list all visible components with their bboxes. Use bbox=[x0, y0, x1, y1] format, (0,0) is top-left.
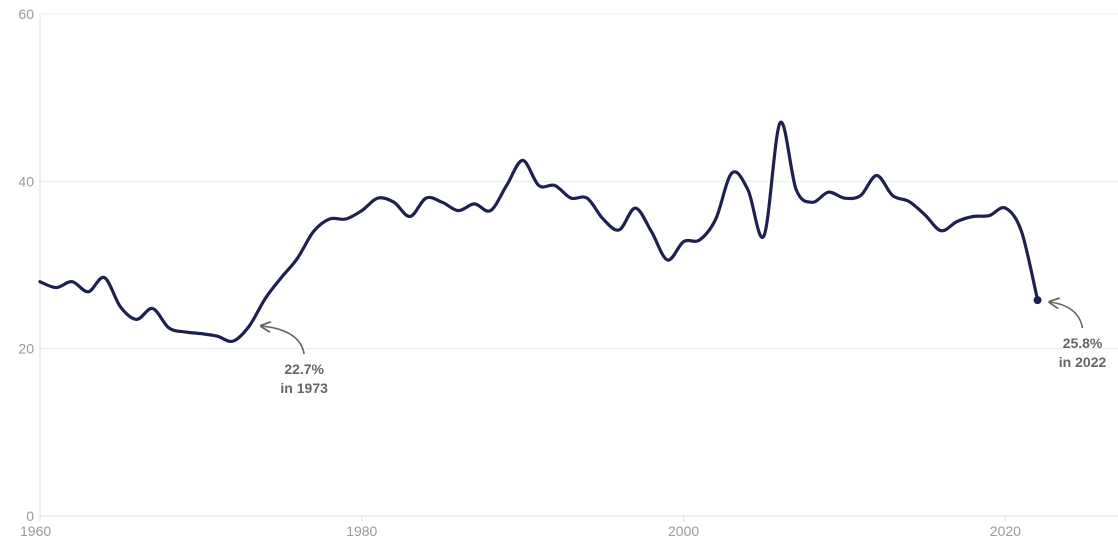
x-tick-label: 2000 bbox=[668, 523, 699, 539]
annotation-year: in 2022 bbox=[1059, 354, 1107, 370]
x-tick-label: 1960 bbox=[20, 523, 51, 539]
axes bbox=[39, 14, 1118, 521]
annotation-value: 25.8% bbox=[1063, 335, 1103, 351]
series-line bbox=[38, 120, 1040, 344]
x-tick-label: 1980 bbox=[346, 523, 377, 539]
x-tick-label: 2020 bbox=[990, 523, 1021, 539]
annotation-year: in 1973 bbox=[280, 380, 328, 396]
annotation-arrow bbox=[1051, 302, 1084, 329]
gridlines bbox=[40, 13, 1118, 350]
y-tick-label: 60 bbox=[18, 6, 34, 22]
annotation-arrow bbox=[262, 326, 305, 355]
tick-labels: 0 20 40 60 1960 1980 2000 2020 bbox=[18, 6, 1021, 539]
series bbox=[38, 120, 1042, 344]
y-tick-label: 20 bbox=[18, 341, 34, 357]
annotation-value: 22.7% bbox=[284, 361, 324, 377]
y-tick-label: 40 bbox=[18, 173, 34, 189]
series-end-point bbox=[1033, 296, 1042, 305]
y-tick-label: 0 bbox=[26, 508, 34, 524]
annotations: 22.7% in 1973 25.8% in 2022 bbox=[262, 302, 1106, 396]
